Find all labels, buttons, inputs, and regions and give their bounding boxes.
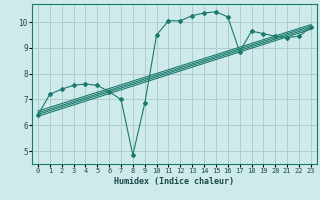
X-axis label: Humidex (Indice chaleur): Humidex (Indice chaleur): [115, 177, 234, 186]
